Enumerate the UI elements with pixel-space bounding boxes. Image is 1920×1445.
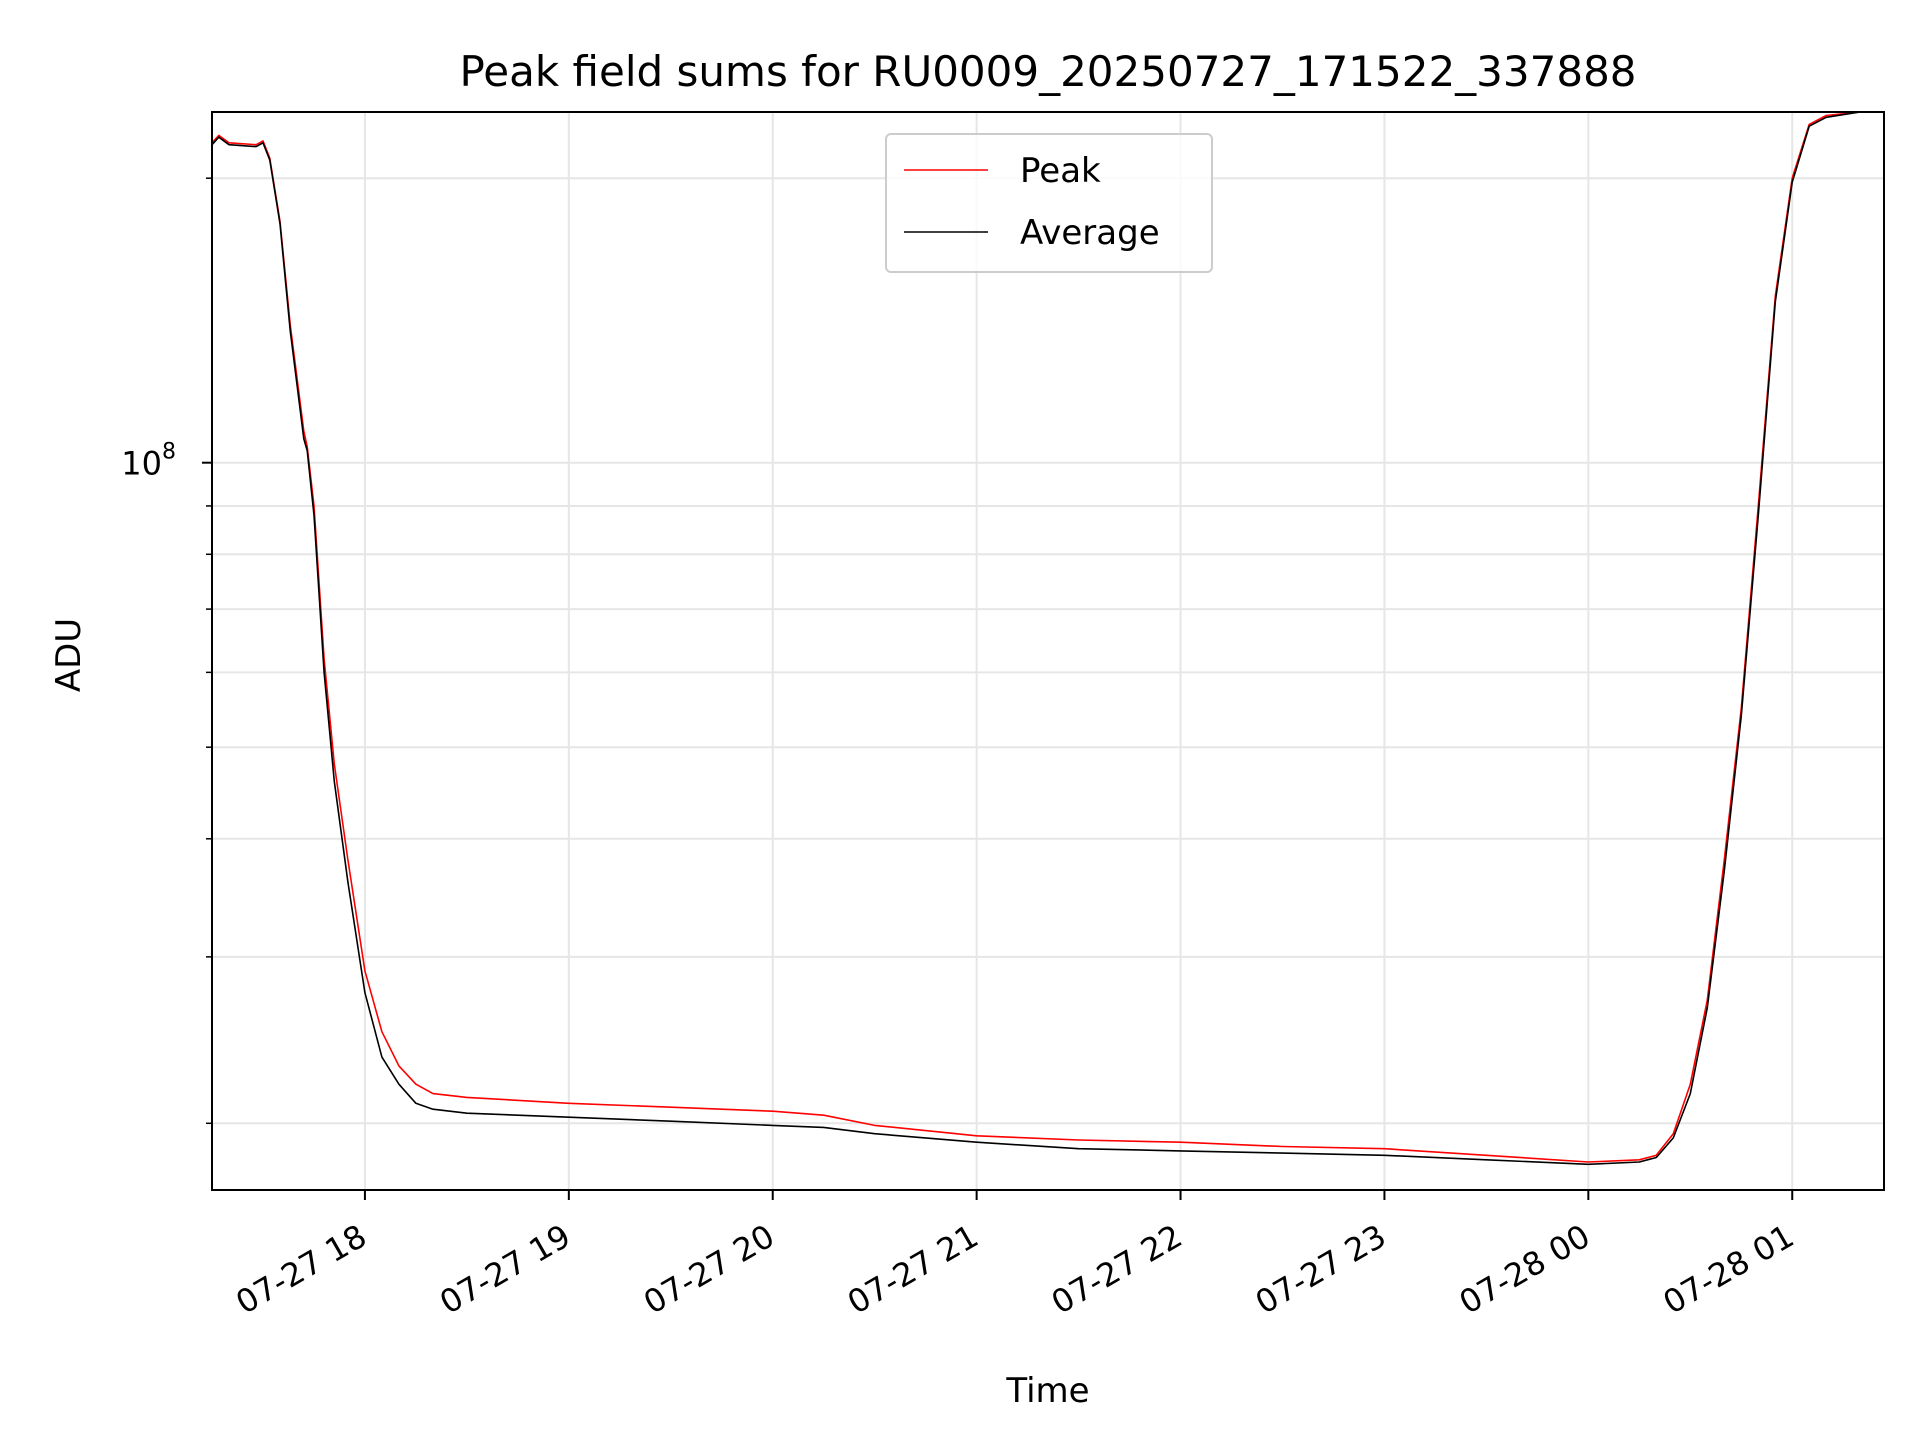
- x-axis-label: Time: [1005, 1371, 1089, 1411]
- legend: Peak Average: [885, 133, 1213, 273]
- plot-frame: [211, 111, 1885, 1191]
- legend-label-peak: Peak: [1020, 151, 1101, 191]
- chart-title: Peak field sums for RU0009_20250727_1715…: [459, 47, 1636, 96]
- grid: [212, 112, 1884, 1190]
- legend-label-average: Average: [1020, 213, 1160, 253]
- series-line-peak: [212, 112, 1861, 1163]
- y-tick-label: 108: [121, 440, 176, 483]
- series-layer: [212, 112, 1861, 1166]
- y-axis: 108: [121, 177, 212, 1125]
- y-tick-base: 10: [121, 445, 162, 483]
- legend-box: [885, 133, 1213, 273]
- series-line-average: [212, 112, 1861, 1166]
- y-axis-label: ADU: [49, 618, 89, 692]
- y-tick-exponent: 8: [162, 440, 176, 465]
